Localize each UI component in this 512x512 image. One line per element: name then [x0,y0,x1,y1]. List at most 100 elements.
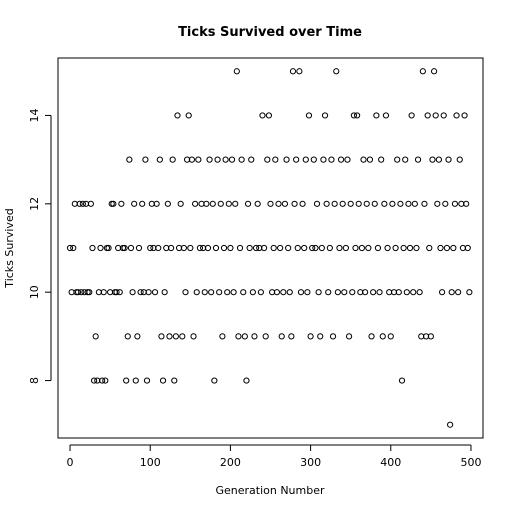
data-point [338,157,343,162]
data-point [393,245,398,250]
data-point [165,201,170,206]
data-point [292,201,297,206]
data-point [175,113,180,118]
data-point [217,290,222,295]
data-point [157,157,162,162]
chart-title: Ticks Survived over Time [178,25,362,40]
data-point [417,290,422,295]
data-point [130,290,135,295]
data-point [289,334,294,339]
data-point [390,201,395,206]
data-point [140,201,145,206]
data-point [152,290,157,295]
data-point [302,245,307,250]
data-point [132,201,137,206]
data-point [213,245,218,250]
data-point [286,245,291,250]
data-point [435,201,440,206]
data-point [375,245,380,250]
x-axis-label: Generation Number [215,484,325,497]
data-point [209,290,214,295]
data-point [383,113,388,118]
data-point [221,245,226,250]
y-tick-label: 8 [28,377,41,384]
data-point [239,157,244,162]
data-point [119,201,124,206]
data-point [403,157,408,162]
data-point [260,113,265,118]
data-point [467,290,472,295]
data-point [196,157,201,162]
x-axis: 0 100 200 300 400 500 [67,445,482,469]
data-point [388,334,393,339]
data-point [255,201,260,206]
data-point [330,334,335,339]
data-point [170,157,175,162]
data-point [345,157,350,162]
data-point [326,290,331,295]
data-point [401,245,406,250]
data-point [371,290,376,295]
data-point [440,290,445,295]
data-point [202,290,207,295]
data-point [369,334,374,339]
data-point [225,290,230,295]
data-point [244,378,249,383]
y-axis: 8 10 12 14 [28,108,51,384]
data-point [231,290,236,295]
data-point [144,378,149,383]
data-point [128,245,133,250]
data-point [433,113,438,118]
data-point [278,245,283,250]
data-point [172,378,177,383]
data-point [273,157,278,162]
data-point [446,157,451,162]
data-point [319,245,324,250]
data-point [207,157,212,162]
data-point [350,290,355,295]
data-point [290,69,295,74]
data-point [379,157,384,162]
data-point [234,69,239,74]
data-point [329,157,334,162]
data-point [229,157,234,162]
data-point [124,378,129,383]
data-point [380,334,385,339]
data-point [143,157,148,162]
data-point [241,290,246,295]
data-point [282,201,287,206]
data-point [411,290,416,295]
data-point [372,201,377,206]
data-point [268,201,273,206]
data-point [346,334,351,339]
y-tick-label: 12 [28,197,41,211]
data-point [167,334,172,339]
data-point [127,157,132,162]
data-point [186,113,191,118]
data-point [247,245,252,250]
data-point [441,113,446,118]
data-point [93,334,98,339]
x-tick-label: 300 [300,456,321,469]
data-point [337,245,342,250]
data-point [382,201,387,206]
data-point [395,157,400,162]
data-point [245,201,250,206]
data-point [188,245,193,250]
data-point [242,334,247,339]
data-point [135,334,140,339]
data-point [228,245,233,250]
data-point [454,113,459,118]
data-point [220,334,225,339]
data-point [191,334,196,339]
data-point [226,201,231,206]
x-tick-label: 200 [220,456,241,469]
data-point [295,245,300,250]
data-point [281,290,286,295]
data-point [377,290,382,295]
data-point [399,378,404,383]
data-point [322,113,327,118]
data-point [436,157,441,162]
data-point [359,245,364,250]
